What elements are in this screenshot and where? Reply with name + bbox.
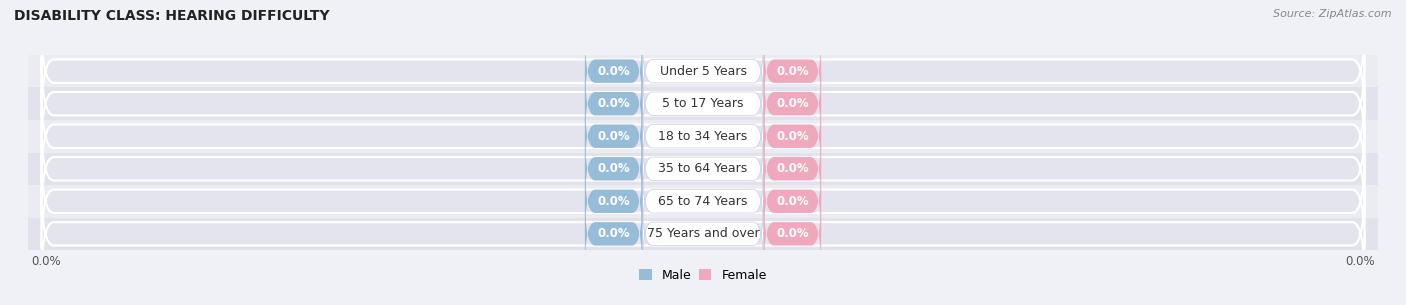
FancyBboxPatch shape (42, 122, 1364, 216)
FancyBboxPatch shape (42, 187, 1364, 281)
FancyBboxPatch shape (585, 132, 643, 206)
Text: 35 to 64 Years: 35 to 64 Years (658, 162, 748, 175)
Bar (28, 120, 1378, 152)
Text: 0.0%: 0.0% (776, 65, 808, 78)
FancyBboxPatch shape (643, 34, 763, 108)
Text: Under 5 Years: Under 5 Years (659, 65, 747, 78)
Bar (28, 185, 1378, 217)
Text: 0.0%: 0.0% (776, 195, 808, 208)
Text: 5 to 17 Years: 5 to 17 Years (662, 97, 744, 110)
Text: 75 Years and over: 75 Years and over (647, 227, 759, 240)
Text: 0.0%: 0.0% (598, 162, 630, 175)
FancyBboxPatch shape (763, 197, 821, 271)
FancyBboxPatch shape (643, 99, 763, 173)
Text: 0.0%: 0.0% (776, 162, 808, 175)
Bar (28, 152, 1378, 185)
FancyBboxPatch shape (763, 66, 821, 141)
Text: 0.0%: 0.0% (776, 97, 808, 110)
Text: 0.0%: 0.0% (598, 195, 630, 208)
FancyBboxPatch shape (643, 132, 763, 206)
Text: 0.0%: 0.0% (598, 97, 630, 110)
FancyBboxPatch shape (763, 132, 821, 206)
FancyBboxPatch shape (585, 66, 643, 141)
FancyBboxPatch shape (643, 66, 763, 141)
Text: 0.0%: 0.0% (31, 255, 60, 268)
FancyBboxPatch shape (763, 34, 821, 108)
Legend: Male, Female: Male, Female (634, 264, 772, 287)
Bar (28, 217, 1378, 250)
FancyBboxPatch shape (643, 164, 763, 239)
Text: Source: ZipAtlas.com: Source: ZipAtlas.com (1274, 9, 1392, 19)
FancyBboxPatch shape (585, 34, 643, 108)
FancyBboxPatch shape (42, 89, 1364, 183)
FancyBboxPatch shape (585, 164, 643, 239)
Bar (28, 55, 1378, 88)
Text: DISABILITY CLASS: HEARING DIFFICULTY: DISABILITY CLASS: HEARING DIFFICULTY (14, 9, 329, 23)
Text: 65 to 74 Years: 65 to 74 Years (658, 195, 748, 208)
FancyBboxPatch shape (643, 197, 763, 271)
FancyBboxPatch shape (585, 197, 643, 271)
FancyBboxPatch shape (763, 164, 821, 239)
Text: 0.0%: 0.0% (598, 227, 630, 240)
Text: 0.0%: 0.0% (598, 65, 630, 78)
FancyBboxPatch shape (585, 99, 643, 173)
Text: 18 to 34 Years: 18 to 34 Years (658, 130, 748, 143)
Text: 0.0%: 0.0% (1346, 255, 1375, 268)
Text: 0.0%: 0.0% (598, 130, 630, 143)
FancyBboxPatch shape (42, 154, 1364, 248)
Bar (28, 88, 1378, 120)
FancyBboxPatch shape (42, 57, 1364, 151)
Text: 0.0%: 0.0% (776, 130, 808, 143)
FancyBboxPatch shape (763, 99, 821, 173)
FancyBboxPatch shape (42, 24, 1364, 118)
Text: 0.0%: 0.0% (776, 227, 808, 240)
